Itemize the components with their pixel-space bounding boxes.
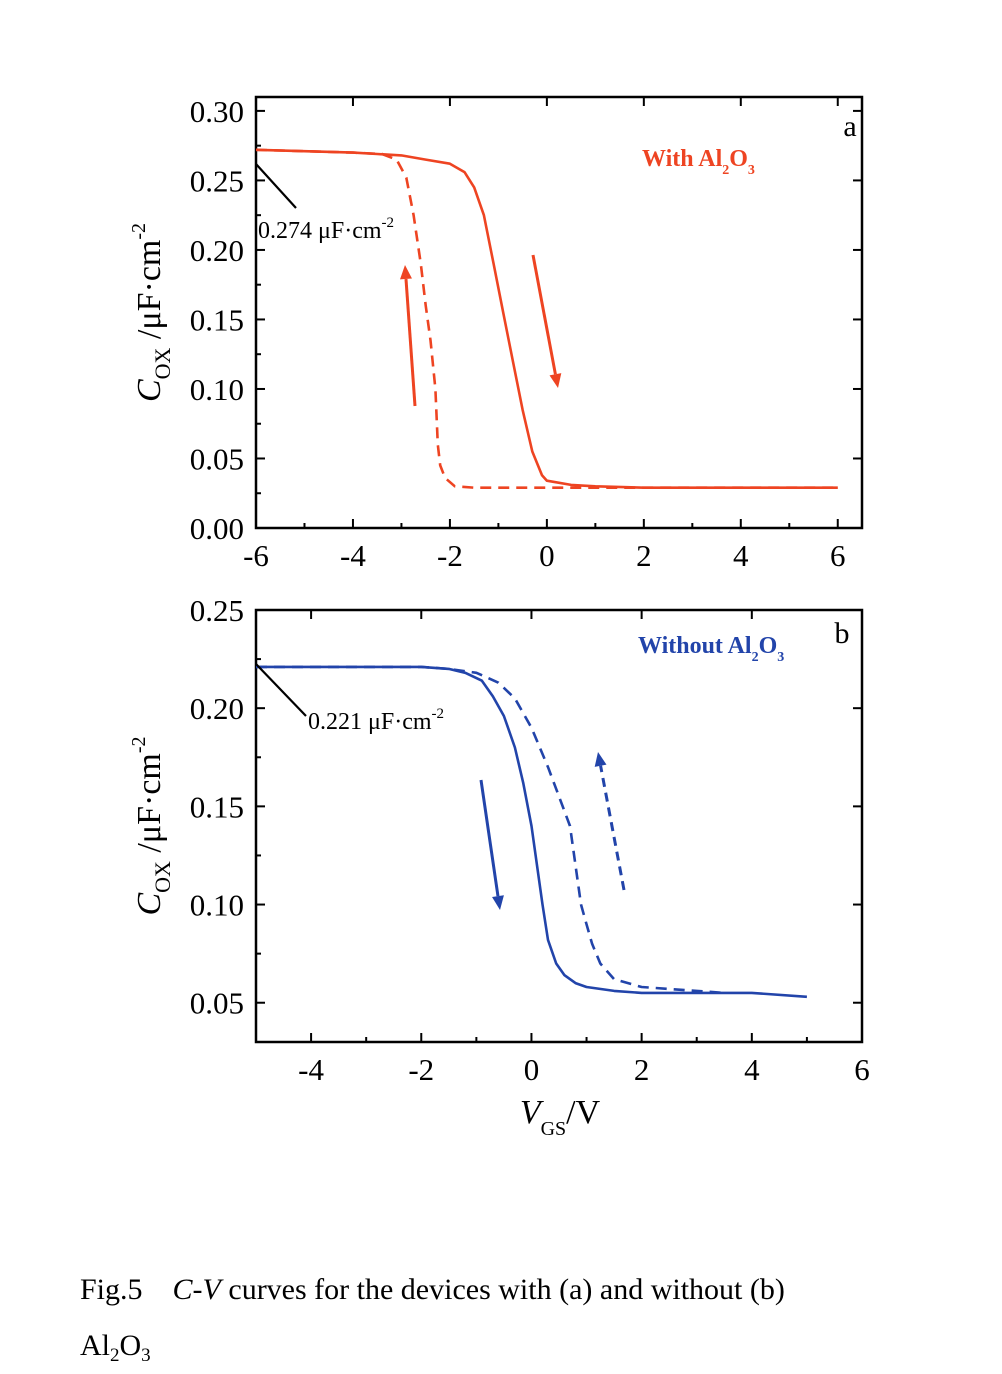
x-tick-label: -6 — [243, 538, 269, 573]
chart-panel-b: 0.05 0.10 0.15 0.20 0.25 -4 -2 0 2 4 6 0.221 μF·cm-… — [128, 593, 870, 1140]
y-tick-label: 0.30 — [190, 94, 244, 129]
y-tick-label: 0.25 — [190, 593, 244, 628]
x-tick-label: -2 — [437, 538, 463, 573]
sweep-arrow-shaft — [531, 254, 557, 375]
y-tick-label: 0.00 — [190, 511, 244, 546]
y-tick-label: 0.10 — [190, 372, 244, 407]
y-tick-label: 0.15 — [190, 302, 244, 337]
figure: 0.000.050.100.150.200.250.30-6 -4 -2 0 2 4 60.… — [128, 94, 870, 1140]
y-tick-label: 0.15 — [190, 789, 244, 824]
y-tick-label: 0.20 — [190, 233, 244, 268]
x-tick-label: -2 — [408, 1052, 434, 1087]
caption-v: V — [202, 1273, 221, 1306]
caption-c: C — [172, 1273, 193, 1306]
caption-dash: - — [192, 1273, 203, 1306]
series-dashed-curve — [256, 665, 725, 995]
panel-label: a — [843, 110, 856, 143]
annotation-label: 0.221 μF·cm-2 — [308, 706, 444, 735]
x-axis-label: VGS/V — [520, 1094, 601, 1140]
series-dashed-curve — [255, 148, 838, 489]
sweep-arrow-head — [400, 265, 412, 280]
y-tick-label: 0.20 — [190, 691, 244, 726]
x-tick-label: 6 — [830, 538, 846, 573]
caption-figure-number: Fig.5 — [80, 1273, 143, 1306]
sweep-arrow-head — [492, 895, 504, 910]
x-tick-label: -4 — [298, 1052, 324, 1087]
plot-frame — [254, 608, 864, 1044]
caption-al: Al — [80, 1329, 110, 1362]
series-legend-label: Without Al2O3 — [638, 633, 784, 665]
annotation-leader — [255, 163, 297, 209]
x-tick-label: 2 — [634, 1052, 650, 1087]
figure-caption: Fig.5 C-V curves for the devices with (a… — [80, 1262, 980, 1374]
annotation-leader — [255, 663, 307, 717]
x-tick-label: 2 — [636, 538, 652, 573]
caption-sub-2: 2 — [110, 1345, 120, 1366]
y-tick-label: 0.05 — [190, 986, 244, 1021]
caption-sub-3: 3 — [141, 1345, 151, 1366]
chart-panel-a: 0.00 0.05 0.10 0.15 0.20 0.25 0.30 -6 -4 -2 0 2 4 6 0.… — [128, 94, 864, 573]
y-tick-label: 0.10 — [190, 888, 244, 923]
caption-line-1: Fig.5 C-V curves for the devices with (a… — [80, 1262, 980, 1318]
y-axis-label: COX /μF·cm-2 — [128, 736, 175, 915]
series-legend-label: With Al2O3 — [642, 146, 755, 178]
caption-line-2: Al2O3 — [80, 1318, 980, 1374]
sweep-arrow-shaft — [599, 765, 626, 891]
panel-label: b — [835, 617, 850, 650]
y-axis-label: COX /μF·cm-2 — [128, 223, 175, 402]
x-tick-label: 4 — [744, 1052, 760, 1087]
y-tick-label: 0.25 — [190, 163, 244, 198]
caption-o: O — [119, 1329, 142, 1362]
sweep-arrow-shaft — [404, 278, 417, 407]
x-tick-label: -4 — [340, 538, 366, 573]
x-tick-label: 4 — [733, 538, 749, 573]
sweep-arrow-head — [549, 373, 562, 388]
x-tick-label: 0 — [539, 538, 555, 573]
series-solid-curve — [255, 148, 838, 489]
plot-frame — [254, 95, 864, 530]
sweep-arrow-shaft — [479, 779, 500, 897]
sweep-arrow-head — [594, 752, 607, 767]
x-tick-label: 6 — [854, 1052, 870, 1087]
annotation-label: 0.274 μF·cm-2 — [258, 215, 394, 244]
y-tick-label: 0.05 — [190, 441, 244, 476]
caption-text: curves for the devices with (a) and with… — [220, 1273, 785, 1306]
x-tick-label: 0 — [524, 1052, 540, 1087]
